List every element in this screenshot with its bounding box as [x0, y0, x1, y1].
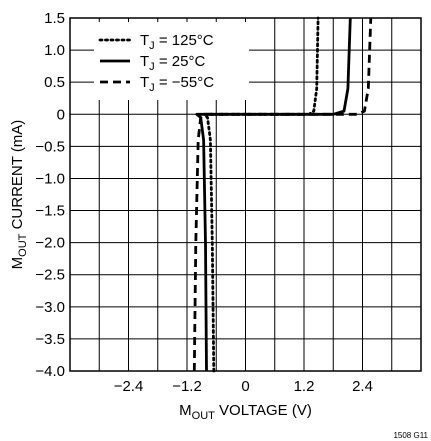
- x-tick-labels: −2.4 −1.2 0 1.2 2.4: [114, 378, 373, 395]
- y-tick-label: 1.0: [44, 42, 65, 59]
- y-axis-title: MOUT CURRENT (mA): [9, 120, 29, 270]
- x-tick-label: −1.2: [172, 378, 202, 395]
- y-tick-label: −3.0: [35, 299, 65, 316]
- series-line: [192, 17, 373, 372]
- legend-label: TJ = 25°C: [140, 53, 205, 73]
- y-tick-label: −1.0: [35, 170, 65, 187]
- y-tick-label: −1.5: [35, 203, 65, 220]
- y-tick-label: 1.5: [44, 10, 65, 27]
- y-tick-label: −3.5: [35, 331, 65, 348]
- figure-label: 1508 G11: [393, 431, 428, 440]
- legend: TJ = 125°CTJ = 25°CTJ = −55°C: [94, 22, 249, 100]
- y-tick-label: 0.5: [44, 74, 65, 91]
- series-line: [202, 16, 320, 373]
- x-tick-label: 2.4: [352, 378, 373, 395]
- legend-label: TJ = −55°C: [140, 74, 214, 94]
- y-tick-label: −2.0: [35, 235, 65, 252]
- x-tick-label: 0: [241, 378, 249, 395]
- y-tick-labels: 1.5 1.0 0.5 0 −0.5 −1.0 −1.5 −2.0 −2.5 −3.0 −3.5 −4…: [35, 10, 65, 380]
- x-tick-label: −2.4: [114, 378, 144, 395]
- y-tick-label: −2.5: [35, 267, 65, 284]
- legend-label: TJ = 125°C: [140, 32, 214, 52]
- y-tick-label: 0: [57, 106, 65, 123]
- x-axis-title: MOUT VOLTAGE (V): [179, 402, 312, 422]
- y-tick-label: −0.5: [35, 138, 65, 155]
- y-tick-label: −4.0: [35, 363, 65, 380]
- plot-frame: [69, 17, 422, 372]
- x-tick-label: 1.2: [294, 378, 315, 395]
- series-layer: [192, 16, 373, 373]
